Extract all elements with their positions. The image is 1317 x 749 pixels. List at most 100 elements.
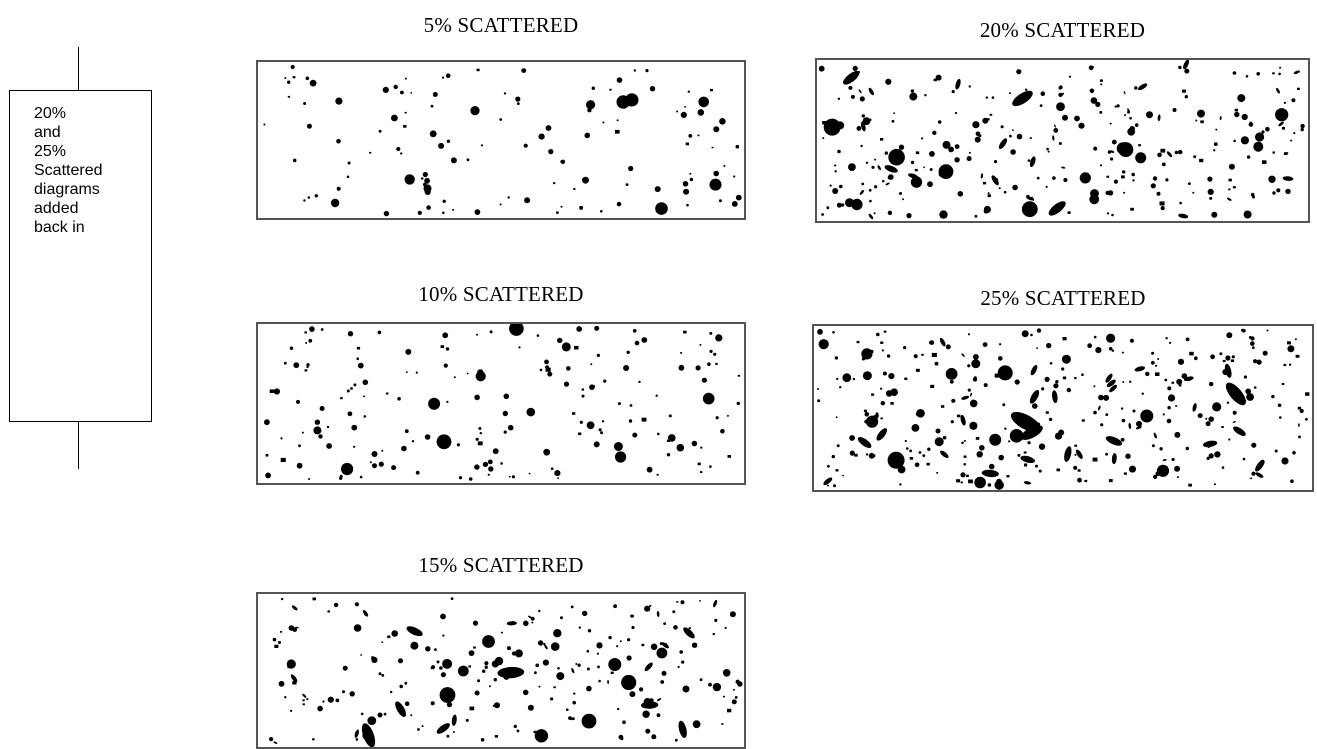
scatter-fleck	[1189, 351, 1194, 356]
scatter-streak	[859, 189, 865, 195]
scatter-dot	[528, 472, 531, 475]
scatter-dot	[1305, 417, 1308, 421]
scatter-dot	[550, 467, 554, 470]
scatter-dot	[429, 130, 437, 138]
scatter-dot	[309, 326, 315, 332]
scatter-dot	[1016, 133, 1023, 140]
scatter-dot	[438, 142, 445, 149]
scatter-dot	[1145, 371, 1150, 377]
scatter-panel-20	[815, 58, 1310, 223]
scatter-fleck	[933, 78, 937, 82]
scatter-fleck	[356, 346, 361, 350]
scatter-dot	[628, 419, 633, 423]
scatter-dot	[1120, 437, 1125, 442]
scatter-dot	[397, 397, 401, 401]
scatter-dot	[303, 199, 306, 202]
scatter-dot	[663, 622, 666, 625]
scatter-dot	[327, 696, 334, 703]
scatter-dot	[516, 102, 520, 105]
scatter-dot	[468, 477, 473, 481]
scatter-dots-p25	[817, 328, 1310, 490]
scatter-fleck	[473, 646, 476, 649]
panel-title-10-scattered: 10% SCATTERED	[418, 282, 584, 306]
scatter-dot	[284, 696, 287, 699]
scatter-dot	[836, 202, 842, 208]
scatter-dot	[493, 678, 497, 682]
scatter-dot	[1032, 403, 1038, 409]
scatter-dot	[556, 211, 559, 215]
scatter-dot	[482, 669, 486, 673]
scatter-dot	[1232, 410, 1237, 415]
scatter-dot	[336, 186, 341, 191]
scatter-dot	[1167, 406, 1171, 410]
scatter-dot	[372, 463, 377, 469]
scatter-dot	[579, 205, 584, 210]
scatter-dot	[910, 89, 915, 93]
scatter-dot	[362, 379, 369, 386]
scatter-dot	[1105, 190, 1110, 195]
scatter-dot	[1281, 126, 1286, 130]
scatter-dot	[587, 629, 592, 633]
scatter-dot	[906, 213, 912, 219]
scatter-streak	[1293, 70, 1300, 75]
scatter-dot	[723, 164, 726, 167]
scatter-dot	[423, 182, 427, 187]
scatter-fleck	[700, 471, 703, 473]
scatter-dot	[1193, 356, 1198, 361]
scatter-dot	[836, 377, 839, 381]
scatter-dot	[342, 665, 348, 671]
scatter-dot	[983, 383, 988, 388]
scatter-dot	[1100, 423, 1104, 427]
scatter-dot	[322, 700, 325, 703]
scatter-dot	[909, 449, 912, 453]
scatter-dot	[415, 371, 418, 374]
scatter-dot	[862, 371, 872, 381]
scatter-fleck	[1155, 372, 1160, 376]
scatter-dot	[503, 430, 507, 434]
scatter-dot	[477, 679, 481, 683]
scatter-dot	[440, 613, 446, 620]
scatter-dot	[1003, 190, 1007, 194]
scatter-dot	[1099, 110, 1103, 114]
scatter-dot	[837, 149, 841, 154]
scatter-fleck	[610, 671, 614, 674]
scatter-dot	[1193, 155, 1197, 159]
scatter-dot	[1207, 176, 1213, 182]
scatter-dot	[426, 205, 431, 210]
scatter-dot	[516, 651, 519, 654]
scatter-dot	[296, 399, 300, 404]
scatter-dot	[351, 424, 358, 431]
scatter-streak	[354, 729, 359, 738]
scatter-dot	[622, 720, 626, 724]
scatter-dot	[836, 444, 840, 448]
scatter-dot	[679, 650, 683, 654]
scatter-dot	[1111, 213, 1114, 217]
scatter-dot	[377, 330, 382, 335]
scatter-dot	[507, 424, 514, 431]
scatter-dot	[1228, 438, 1231, 441]
scatter-dot	[600, 210, 603, 213]
scatter-dot	[626, 655, 632, 661]
scatter-dot	[1231, 355, 1235, 359]
scatter-dot	[899, 192, 902, 195]
scatter-dot	[560, 205, 563, 208]
scatter-dot	[1242, 457, 1246, 461]
scatter-fleck	[834, 164, 837, 167]
scatter-dot	[899, 483, 902, 486]
scatter-dot	[1045, 185, 1048, 188]
scatter-dot	[272, 637, 277, 642]
scatter-dot	[354, 602, 359, 607]
scatter-dot	[382, 86, 389, 93]
scatter-dot	[364, 613, 367, 616]
scatter-fleck	[385, 392, 389, 395]
scatter-dot	[1036, 176, 1040, 180]
scatter-fleck	[1305, 392, 1310, 396]
scatter-fleck	[1130, 207, 1134, 211]
scatter-dot	[973, 354, 979, 360]
scatter-dot	[401, 445, 407, 452]
scatter-fleck	[387, 635, 391, 639]
scatter-dot	[1090, 97, 1098, 104]
scatter-dot	[650, 643, 658, 651]
scatter-dot	[320, 328, 324, 331]
scatter-streak	[955, 78, 961, 90]
